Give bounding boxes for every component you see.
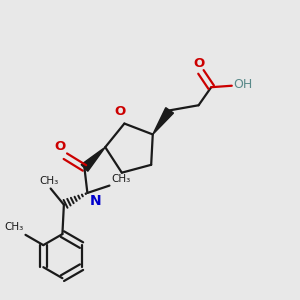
Text: O: O [193,57,204,70]
Text: OH: OH [233,78,253,92]
Text: CH₃: CH₃ [111,174,130,184]
Polygon shape [81,147,105,171]
Text: CH₃: CH₃ [40,176,59,186]
Polygon shape [153,108,173,134]
Text: O: O [114,105,126,118]
Text: CH₃: CH₃ [5,223,24,232]
Text: N: N [90,194,101,208]
Text: O: O [54,140,66,153]
